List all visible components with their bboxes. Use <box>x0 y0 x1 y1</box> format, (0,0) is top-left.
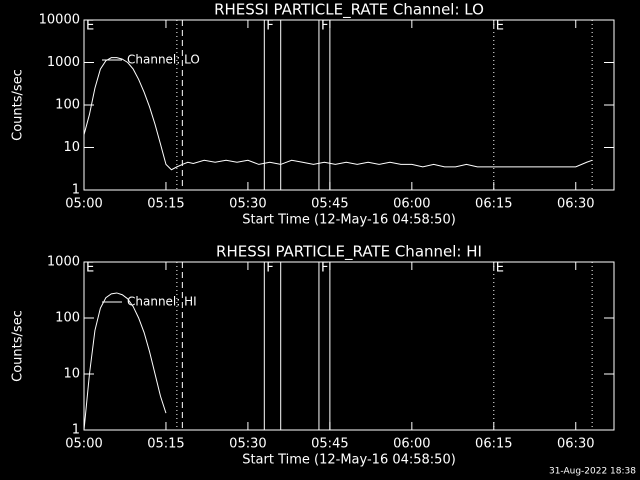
event-label: F <box>266 19 273 34</box>
y-tick-label: 100 <box>55 98 80 113</box>
y-tick-label: 1 <box>72 423 80 438</box>
plot-frame <box>83 19 615 191</box>
y-tick-label: 100 <box>55 311 80 326</box>
x-tick-label: 06:30 <box>557 437 594 452</box>
event-label: E <box>496 261 504 276</box>
event-label: F <box>266 261 273 276</box>
event-label: E <box>86 261 94 276</box>
x-tick-label: 05:15 <box>147 197 184 212</box>
x-tick-label: 05:30 <box>229 197 266 212</box>
data-line <box>83 57 593 171</box>
x-tick-label: 05:00 <box>65 437 102 452</box>
y-tick-label: 1000 <box>47 55 80 70</box>
data-line <box>83 292 167 431</box>
event-label: F <box>321 261 328 276</box>
x-tick-label: 05:30 <box>229 437 266 452</box>
chart-title: RHESSI PARTICLE_RATE Channel: HI <box>216 243 482 262</box>
event-label: E <box>86 19 94 34</box>
y-tick-label: 10 <box>63 367 80 382</box>
event-label: F <box>321 19 328 34</box>
event-label: E <box>496 19 504 34</box>
footer: 31-Aug-2022 18:38 <box>549 467 636 477</box>
y-axis-label: Counts/sec <box>11 310 26 382</box>
y-axis-label: Counts/sec <box>11 69 26 141</box>
x-tick-label: 06:30 <box>557 197 594 212</box>
x-tick-label: 06:15 <box>475 437 512 452</box>
y-tick-label: 1000 <box>47 255 80 270</box>
plot-frame <box>83 261 615 431</box>
x-tick-label: 06:00 <box>393 437 430 452</box>
legend-label: Channel: HI <box>127 295 197 309</box>
chart-title: RHESSI PARTICLE_RATE Channel: LO <box>214 1 484 20</box>
y-tick-label: 1 <box>72 183 80 198</box>
x-tick-label: 06:00 <box>393 197 430 212</box>
y-tick-label: 10 <box>63 140 80 155</box>
x-tick-label: 05:00 <box>65 197 102 212</box>
x-axis-label: Start Time (12-May-16 04:58:50) <box>242 213 456 228</box>
legend-label: Channel: LO <box>127 53 200 67</box>
x-tick-label: 05:15 <box>147 437 184 452</box>
x-tick-label: 05:45 <box>311 197 348 212</box>
x-tick-label: 05:45 <box>311 437 348 452</box>
y-tick-label: 10000 <box>39 13 80 28</box>
x-axis-label: Start Time (12-May-16 04:58:50) <box>242 453 456 468</box>
x-tick-label: 06:15 <box>475 197 512 212</box>
